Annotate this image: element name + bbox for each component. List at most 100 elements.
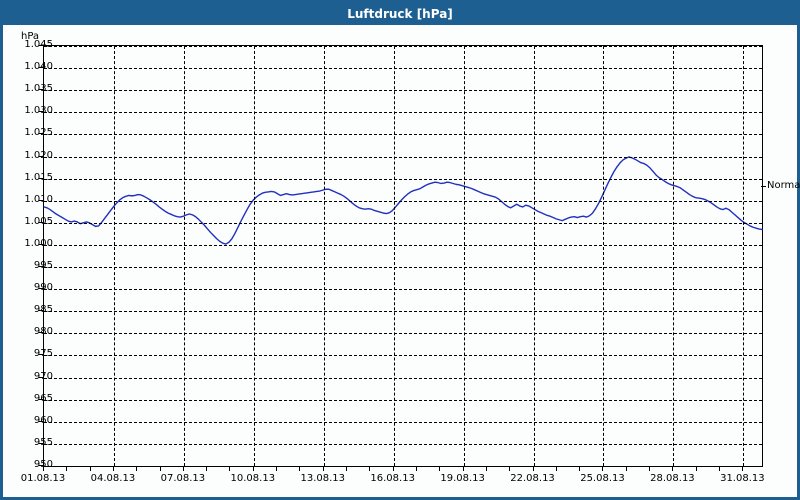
x-axis-tick-mark	[276, 466, 278, 471]
y-axis-tick-label: 970	[33, 370, 53, 382]
gridline-horizontal	[44, 112, 762, 114]
gridline-horizontal	[44, 333, 762, 335]
gridline-horizontal	[44, 377, 762, 379]
x-axis-tick-mark	[695, 466, 697, 471]
y-axis-tick-mark	[39, 310, 43, 312]
y-axis-tick-label: 995	[33, 260, 53, 272]
x-axis-tick-mark	[672, 466, 674, 471]
y-axis-tick-mark	[39, 354, 43, 356]
x-axis-tick-mark	[509, 466, 511, 471]
gridline-horizontal	[44, 134, 762, 136]
x-axis-tick-mark	[346, 466, 348, 471]
x-axis-tick-mark	[89, 466, 91, 471]
gridline-vertical	[463, 46, 465, 466]
x-axis-tick-mark	[182, 466, 184, 471]
y-axis-tick-label: 965	[33, 392, 53, 404]
x-axis-tick-label: 04.08.13	[90, 473, 136, 484]
gridline-horizontal	[44, 222, 762, 224]
gridline-vertical	[533, 46, 535, 466]
x-axis-tick-label: 13.08.13	[300, 473, 345, 484]
y-axis-tick-label: 1.045	[24, 39, 53, 50]
gridline-vertical	[183, 46, 185, 466]
y-axis-tick-mark	[39, 111, 43, 113]
normal-level-label: Normal	[767, 180, 800, 192]
y-axis-tick-mark	[39, 266, 43, 268]
y-axis-tick-mark	[39, 376, 43, 378]
gridline-vertical	[673, 46, 675, 466]
normal-level-tick	[761, 186, 766, 188]
y-axis-tick-label: 990	[33, 282, 53, 294]
x-axis-tick-mark	[392, 466, 394, 471]
x-axis-tick-mark	[742, 466, 744, 471]
x-axis-tick-label: 07.08.13	[160, 473, 206, 484]
x-axis-tick-mark	[252, 466, 254, 471]
x-axis-tick-mark	[555, 466, 557, 471]
y-axis-tick-mark	[39, 199, 43, 201]
y-axis-tick-label: 980	[33, 326, 53, 338]
gridline-horizontal	[44, 355, 762, 357]
y-axis-tick-mark	[39, 177, 43, 179]
y-axis-tick-mark	[39, 89, 43, 91]
x-axis-tick-mark	[369, 466, 371, 471]
x-axis-tick-mark	[625, 466, 627, 471]
x-axis-tick-mark	[719, 466, 721, 471]
y-axis-tick-label: 1.005	[24, 215, 53, 227]
x-axis-tick-mark	[485, 466, 487, 471]
x-axis-tick-label: 25.08.13	[580, 473, 625, 484]
y-axis-tick-mark	[39, 442, 43, 444]
x-axis-tick-label: 16.08.13	[370, 473, 415, 484]
x-axis-tick-mark	[649, 466, 651, 471]
gridline-vertical	[323, 46, 325, 466]
x-axis-tick-mark	[136, 466, 138, 471]
pressure-series-line	[43, 156, 763, 245]
y-axis-tick-label: 950	[33, 459, 53, 470]
gridline-horizontal	[44, 68, 762, 70]
x-axis-tick-mark	[43, 466, 44, 471]
y-axis-tick-mark	[39, 288, 43, 290]
y-axis-tick-mark	[39, 465, 43, 466]
y-axis-tick-label: 1.010	[24, 193, 53, 205]
gridline-vertical	[603, 46, 605, 466]
x-axis-tick-mark	[462, 466, 464, 471]
y-axis-tick-label: 1.035	[24, 83, 53, 95]
gridline-horizontal	[44, 90, 762, 92]
series-path-luftdruck	[43, 156, 763, 245]
gridline-horizontal	[44, 443, 762, 445]
x-axis-tick-mark	[415, 466, 417, 471]
y-axis-tick-label: 1.025	[24, 127, 53, 139]
x-axis-tick-mark	[229, 466, 231, 471]
x-axis-tick-label: 28.08.13	[650, 473, 695, 484]
y-axis-tick-label: 1.000	[24, 237, 53, 249]
x-axis-tick-mark	[579, 466, 581, 471]
gridline-vertical	[743, 46, 745, 466]
gridline-vertical	[253, 46, 255, 466]
gridline-horizontal	[44, 46, 762, 47]
y-axis-unit-label: hPa	[21, 31, 40, 42]
y-axis-tick-label: 985	[33, 304, 53, 316]
gridline-horizontal	[44, 156, 762, 158]
x-axis-tick-label: 22.08.13	[510, 473, 555, 484]
x-axis-tick-mark	[532, 466, 534, 471]
y-axis-tick-label: 1.040	[24, 61, 53, 73]
gridline-horizontal	[44, 289, 762, 291]
gridline-horizontal	[44, 244, 762, 246]
y-axis-tick-label: 955	[33, 436, 53, 448]
x-axis-tick-label: 19.08.13	[440, 473, 485, 484]
gridline-horizontal	[44, 267, 762, 269]
y-axis-tick-label: 1.030	[24, 105, 53, 117]
chart-canvas: hPa 1.045 1.040 1.035 1.030 1.025 1.020 1.015 1…	[3, 25, 800, 497]
x-axis-tick-mark	[112, 466, 114, 471]
window-title-bar: Luftdruck [hPa]	[3, 3, 797, 25]
x-axis-tick-label: 01.08.13	[20, 473, 66, 484]
y-axis-tick-label: 1.020	[24, 149, 53, 161]
y-axis-tick-mark	[39, 155, 43, 157]
y-axis-tick-mark	[39, 420, 43, 422]
page-title: Luftdruck [hPa]	[347, 7, 453, 21]
x-axis-tick-mark	[322, 466, 324, 471]
gridline-horizontal	[44, 178, 762, 180]
y-axis-tick-mark	[39, 398, 43, 400]
y-axis-tick-mark	[39, 67, 43, 69]
x-axis-tick-mark	[602, 466, 604, 471]
x-axis-tick-mark	[66, 466, 68, 471]
